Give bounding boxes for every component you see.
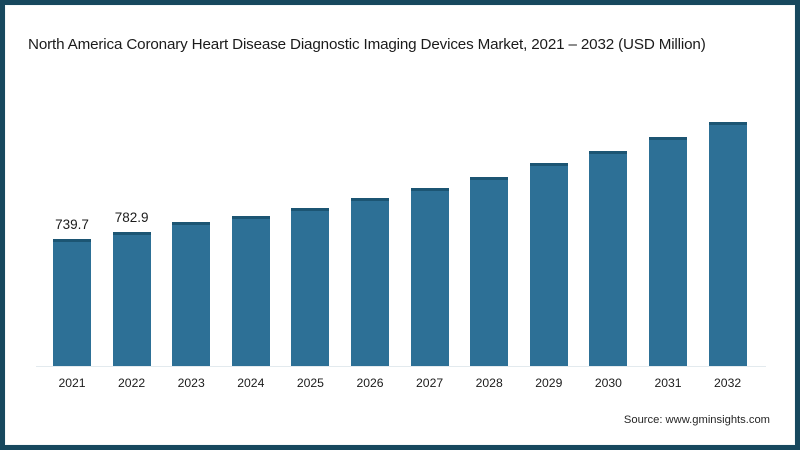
x-tick-label-2024: 2024 (237, 376, 265, 390)
x-tick-label-2025: 2025 (296, 376, 324, 390)
bar-2029 (529, 163, 568, 366)
x-tick-label-2031: 2031 (654, 376, 682, 390)
bar-value-label-2022: 782.9 (114, 210, 149, 225)
bar-2028 (470, 177, 509, 366)
bar-2021 (53, 239, 91, 366)
bar-2030 (589, 151, 628, 366)
plot-area: 739.7 2021 782.9 2022 2023 2024 2025 2026 2027 20… (6, 6, 795, 445)
page-title: North America Coronary Heart Disease Dia… (28, 36, 706, 53)
x-tick-label-2023: 2023 (177, 376, 205, 390)
bar-2027 (410, 188, 449, 366)
x-tick-label-2030: 2030 (594, 376, 622, 390)
bar-2031 (649, 137, 687, 366)
x-tick-label-2028: 2028 (475, 376, 503, 390)
bar-2023 (172, 222, 211, 366)
x-tick-label-2026: 2026 (356, 376, 384, 390)
x-tick-label-2027: 2027 (416, 376, 444, 390)
bar-2025 (291, 208, 330, 366)
bar-value-label-2021: 739.7 (55, 217, 89, 232)
bar-2032 (708, 122, 747, 366)
x-tick-label-2022: 2022 (118, 376, 146, 390)
source-attribution: Source: www.gminsights.com (623, 414, 770, 426)
chart-canvas: North America Coronary Heart Disease Dia… (5, 5, 795, 445)
bar-2022 (112, 232, 151, 366)
bar-2024 (231, 216, 270, 366)
x-tick-label-2032: 2032 (714, 376, 742, 390)
x-axis-line (36, 366, 766, 367)
bar-2026 (351, 198, 389, 366)
x-tick-label-2029: 2029 (535, 376, 563, 390)
x-tick-label-2021: 2021 (58, 376, 86, 390)
